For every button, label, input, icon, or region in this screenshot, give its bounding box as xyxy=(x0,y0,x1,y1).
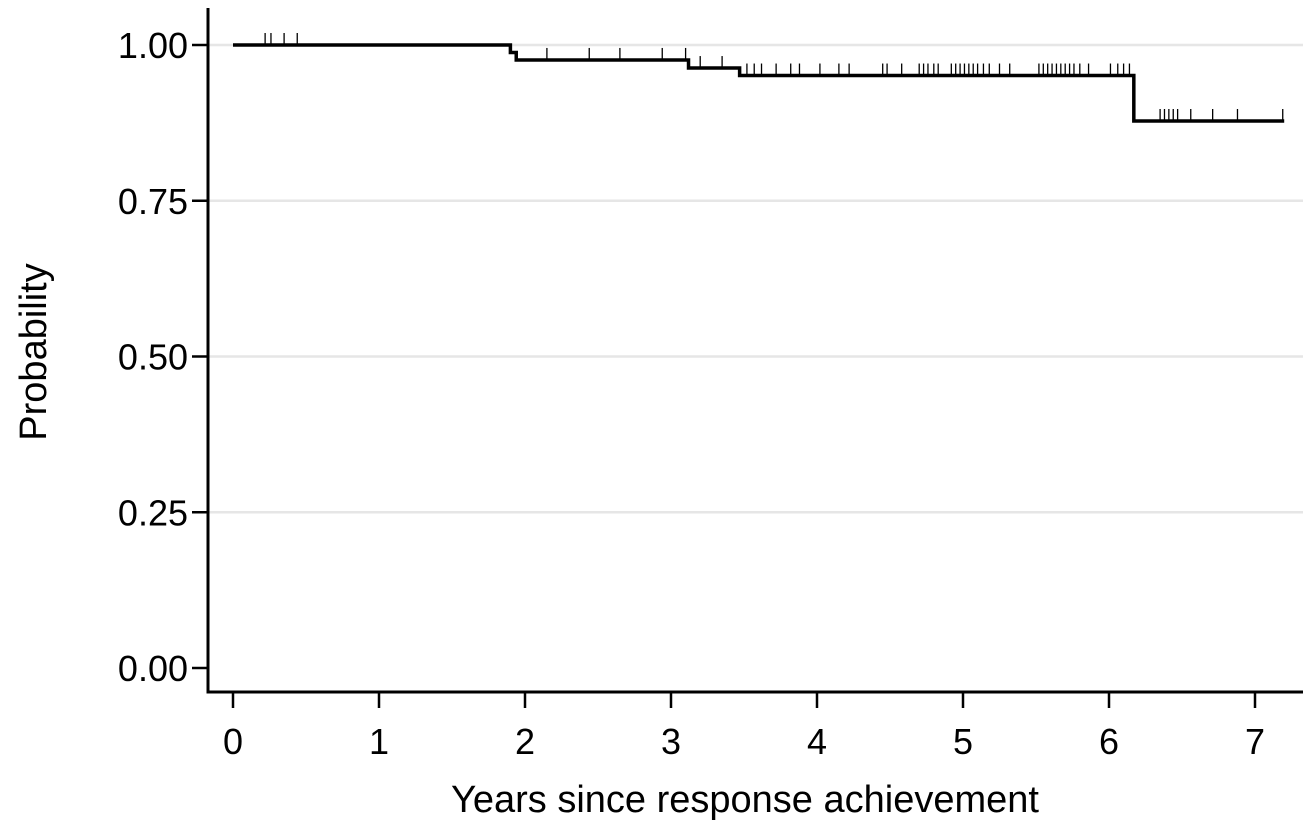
y-axis-title: Probability xyxy=(13,263,55,440)
x-tick-label: 0 xyxy=(223,721,243,762)
x-tick-label: 6 xyxy=(1099,721,1119,762)
x-axis-ticks: 0 1 2 3 4 5 6 7 xyxy=(223,692,1265,762)
x-axis-title: Years since response achievement xyxy=(451,779,1039,820)
y-tick-label: 1.00 xyxy=(118,25,188,66)
x-tick-label: 7 xyxy=(1245,721,1265,762)
y-tick-label: 0.25 xyxy=(118,492,188,533)
y-tick-label: 0.50 xyxy=(118,337,188,378)
x-tick-label: 4 xyxy=(807,721,827,762)
x-tick-label: 1 xyxy=(369,721,389,762)
x-tick-label: 5 xyxy=(953,721,973,762)
x-tick-label: 3 xyxy=(661,721,681,762)
y-tick-label: 0.00 xyxy=(118,648,188,689)
survival-curve-layer xyxy=(233,43,1285,123)
x-tick-label: 2 xyxy=(515,721,535,762)
y-axis-ticks: 0.00 0.25 0.50 0.75 1.00 xyxy=(118,25,208,689)
survival-curve xyxy=(233,43,1285,123)
y-tick-label: 0.75 xyxy=(118,181,188,222)
gridlines xyxy=(208,43,1303,514)
censor-marks xyxy=(264,33,1284,122)
